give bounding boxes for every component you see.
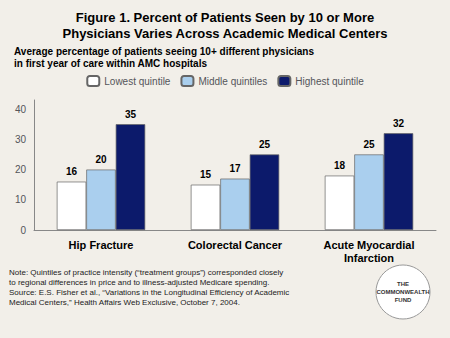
svg-text:to regional differences in pri: to regional differences in price and to …: [9, 278, 269, 287]
svg-text:Infarction: Infarction: [344, 252, 394, 264]
svg-text:Highest quintile: Highest quintile: [295, 76, 364, 87]
svg-text:COMMONWEALTH: COMMONWEALTH: [376, 289, 429, 295]
svg-text:Physicians Varies Across Acade: Physicians Varies Across Academic Medica…: [63, 26, 388, 41]
svg-text:20: 20: [95, 154, 107, 165]
svg-text:Average percentage of patients: Average percentage of patients seeing 10…: [14, 46, 314, 57]
svg-text:16: 16: [66, 166, 78, 177]
svg-text:Middle quintiles: Middle quintiles: [198, 76, 267, 87]
svg-text:30: 30: [15, 134, 27, 145]
svg-text:Colorectal Cancer: Colorectal Cancer: [188, 239, 283, 251]
svg-text:Source: E.S. Fisher et al., “V: Source: E.S. Fisher et al., “Variations …: [9, 288, 289, 297]
svg-text:Medical Centers,” Health Affai: Medical Centers,” Health Affairs Web Exc…: [9, 298, 240, 307]
svg-text:35: 35: [125, 109, 137, 120]
svg-text:10: 10: [15, 194, 27, 205]
svg-text:THE: THE: [397, 281, 409, 287]
svg-text:15: 15: [200, 169, 212, 180]
svg-text:17: 17: [229, 163, 241, 174]
svg-text:25: 25: [363, 139, 375, 150]
svg-text:32: 32: [393, 118, 405, 129]
svg-text:in first year of care within A: in first year of care within AMC hospita…: [14, 58, 207, 69]
svg-text:18: 18: [334, 160, 346, 171]
svg-text:25: 25: [259, 139, 271, 150]
svg-text:40: 40: [15, 104, 27, 115]
svg-text:Hip Fracture: Hip Fracture: [69, 239, 134, 251]
svg-text:Note: Quintiles of practice in: Note: Quintiles of practice intensity (“…: [9, 268, 283, 277]
svg-text:Acute Myocardial: Acute Myocardial: [323, 239, 414, 251]
svg-text:0: 0: [20, 225, 26, 236]
svg-text:20: 20: [15, 164, 27, 175]
svg-text:Figure 1. Percent of Patients: Figure 1. Percent of Patients Seen by 10…: [76, 10, 374, 25]
svg-text:Lowest quintile: Lowest quintile: [104, 76, 171, 87]
svg-text:FUND: FUND: [395, 297, 412, 303]
